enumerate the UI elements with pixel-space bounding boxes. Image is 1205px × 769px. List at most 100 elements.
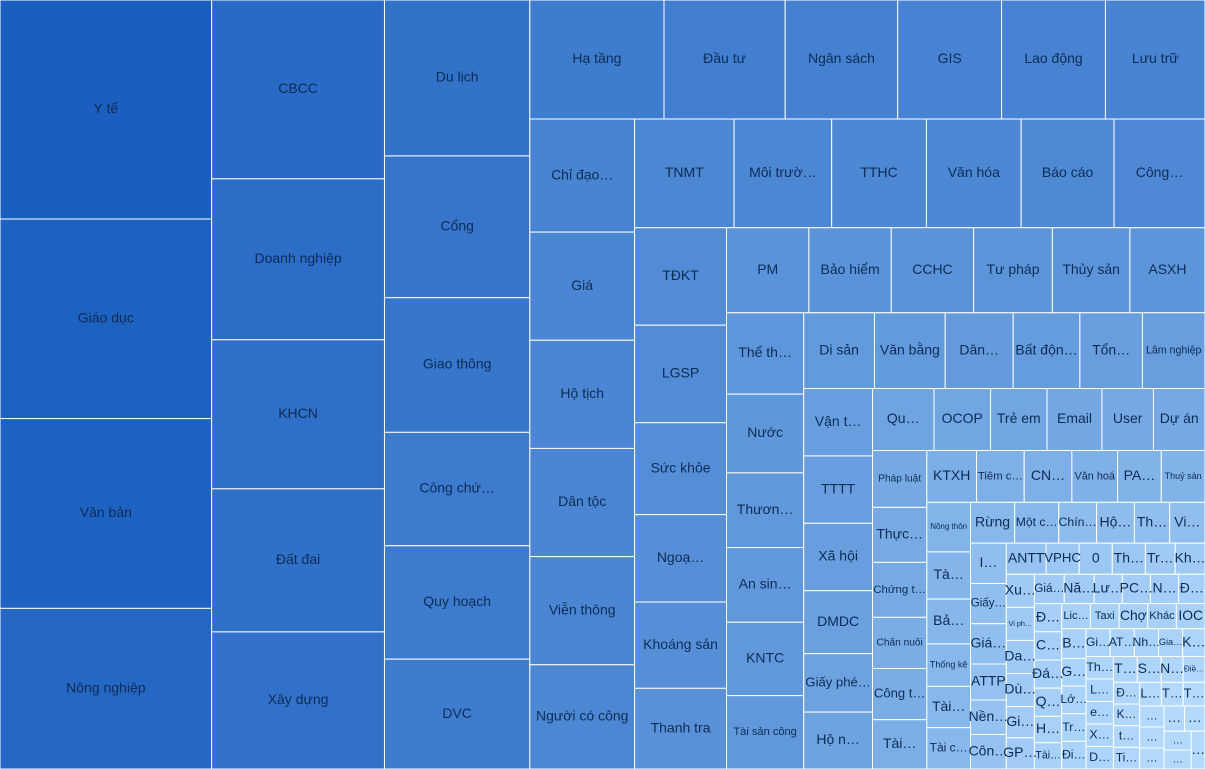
treemap-cell xyxy=(1113,118,1205,229)
treemap-cell xyxy=(784,0,899,120)
cell-label: Báo cáo xyxy=(1042,164,1094,180)
cell-label: Thủy sản xyxy=(1062,261,1120,277)
treemap-cell xyxy=(634,324,728,424)
treemap-cell xyxy=(1174,542,1205,575)
cell-label: … xyxy=(1188,709,1202,725)
cell-label: Văn hoá xyxy=(1075,470,1116,482)
treemap-cell xyxy=(803,312,875,390)
treemap-cell xyxy=(211,0,385,180)
cell-label: Tr… xyxy=(1062,720,1085,734)
cell-label: T… xyxy=(1162,686,1183,701)
cell-label: Gia… xyxy=(1159,637,1182,647)
treemap-cell xyxy=(803,590,874,655)
treemap-cell xyxy=(1033,715,1063,744)
treemap-cell xyxy=(1152,388,1205,451)
cell-label: Bả… xyxy=(933,612,964,628)
cell-label: … xyxy=(1146,753,1158,765)
cell-label: Bảo hiểm xyxy=(820,261,879,277)
treemap-cell xyxy=(634,422,728,516)
cell-label: Du lịch xyxy=(436,69,479,85)
cell-label: Dự án xyxy=(1160,410,1199,426)
treemap-cell xyxy=(211,488,385,633)
cell-label: Email xyxy=(1057,410,1092,426)
cell-label: 0 xyxy=(1092,549,1100,565)
treemap-cell xyxy=(1093,573,1123,605)
treemap-cell xyxy=(1133,628,1160,657)
treemap-cell xyxy=(383,297,531,433)
cell-label: Đ… xyxy=(1180,580,1204,596)
cell-label: Giấy… xyxy=(971,598,1006,610)
treemap-cell xyxy=(0,418,213,609)
cell-label: TNMT xyxy=(665,164,704,180)
treemap-cell xyxy=(897,0,1003,120)
cell-label: TĐKT xyxy=(662,267,699,283)
cell-label: LGSP xyxy=(662,365,699,381)
treemap-cell xyxy=(1005,606,1035,641)
cell-label: Một c… xyxy=(1016,515,1058,529)
cell-label: Nước xyxy=(747,424,783,440)
treemap-cell xyxy=(1141,312,1205,390)
cell-label: Hộ tịch xyxy=(560,385,604,401)
cell-label: Môi trườ… xyxy=(749,164,817,180)
treemap-cell xyxy=(926,727,972,769)
cell-label: ATTP xyxy=(971,673,1006,689)
cell-label: Qu… xyxy=(887,410,920,426)
cell-label: Giao thông xyxy=(423,356,492,372)
cell-label: Chỉ đạo… xyxy=(551,166,613,182)
cell-label: S… xyxy=(1138,660,1161,676)
treemap-cell xyxy=(1118,603,1149,630)
treemap-cell xyxy=(1061,603,1091,630)
cell-label: T… xyxy=(1184,686,1205,701)
cell-label: Vi ph… xyxy=(1008,619,1032,628)
cell-label: L… xyxy=(1140,686,1160,701)
treemap-cell xyxy=(211,178,385,341)
cell-label: Thể th… xyxy=(738,344,792,360)
cell-label: K… xyxy=(1117,707,1137,721)
cell-label: Điề… xyxy=(1184,665,1204,674)
cell-label: VPHC xyxy=(1044,550,1081,565)
cell-label: Văn bản xyxy=(80,504,132,520)
cell-label: KNTC xyxy=(746,650,784,666)
treemap-cell xyxy=(383,545,531,660)
cell-label: Đ… xyxy=(1036,608,1060,624)
cell-label: Tài… xyxy=(883,735,916,751)
cell-label: N… xyxy=(1152,580,1176,596)
cell-label: Trẻ em xyxy=(997,410,1041,426)
treemap-cell xyxy=(925,118,1022,229)
cell-label: Thống kê xyxy=(930,660,968,670)
cell-label: TTHC xyxy=(860,164,897,180)
treemap-cell xyxy=(1085,628,1111,657)
treemap-cell xyxy=(803,455,874,524)
cell-label: DVC xyxy=(442,705,472,721)
treemap-cell xyxy=(634,601,728,689)
treemap-cell xyxy=(970,501,1016,544)
treemap-cell xyxy=(663,0,786,120)
treemap-cell xyxy=(970,733,1007,769)
cell-label: t… xyxy=(1119,729,1134,743)
cell-label: C… xyxy=(1036,637,1060,653)
cell-label: Người có công xyxy=(536,708,628,724)
treemap-cell xyxy=(0,0,213,220)
treemap-cell xyxy=(872,719,928,769)
cell-label: Công t… xyxy=(874,686,926,701)
cell-label: Chợ xyxy=(1120,607,1147,623)
treemap-cell xyxy=(926,598,972,645)
cell-label: TTTT xyxy=(821,480,856,496)
cell-label: OCOP xyxy=(942,410,983,426)
cell-label: Lao động xyxy=(1024,50,1082,66)
cell-label: PA… xyxy=(1124,467,1156,483)
cell-label: Tài… xyxy=(1035,750,1060,762)
cell-label: Tổn… xyxy=(1092,341,1130,357)
treemap-cell xyxy=(1158,628,1184,657)
cell-label: Q… xyxy=(1036,693,1061,709)
cell-label: KHCN xyxy=(278,405,318,421)
cell-label: Xu… xyxy=(1005,582,1036,598)
treemap-cell xyxy=(1005,542,1047,575)
treemap-cell xyxy=(1023,449,1073,503)
cell-label: Dân… xyxy=(959,341,999,357)
cell-label: Taxi xyxy=(1095,610,1115,622)
cell-label: Nền… xyxy=(969,708,1009,724)
cell-label: Nông nghiệp xyxy=(66,679,146,695)
cell-label: Quy hoạch xyxy=(423,593,491,609)
